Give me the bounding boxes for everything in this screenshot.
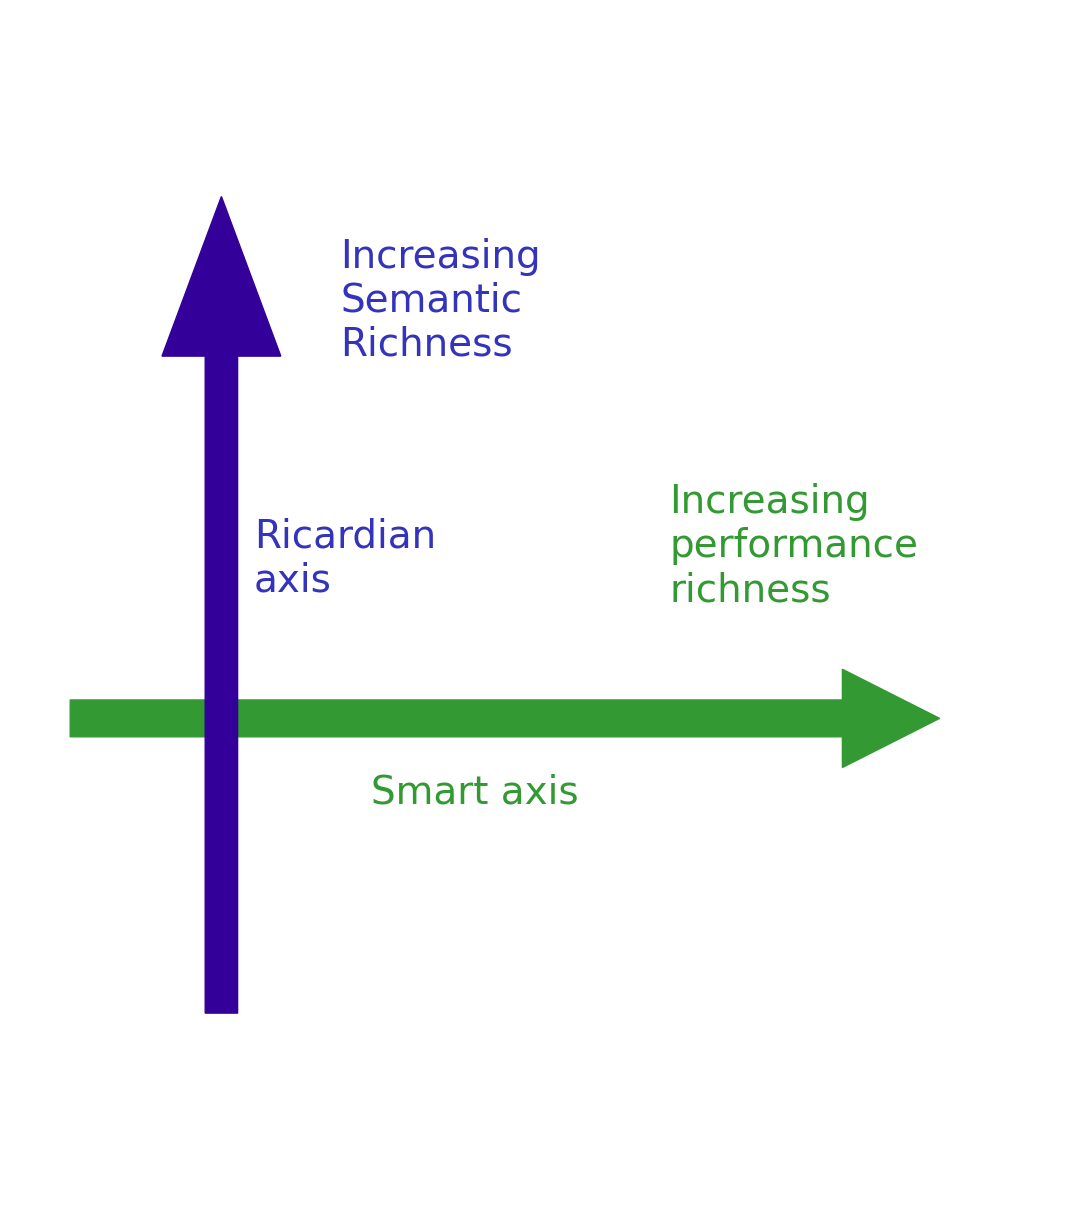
Text: Increasing
performance
richness: Increasing performance richness [670,484,919,609]
FancyArrow shape [162,196,281,1013]
FancyArrow shape [70,669,940,768]
Text: Smart axis: Smart axis [372,774,579,810]
Text: Ricardian
axis: Ricardian axis [254,518,436,599]
Text: Increasing
Semantic
Richness: Increasing Semantic Richness [340,238,541,363]
